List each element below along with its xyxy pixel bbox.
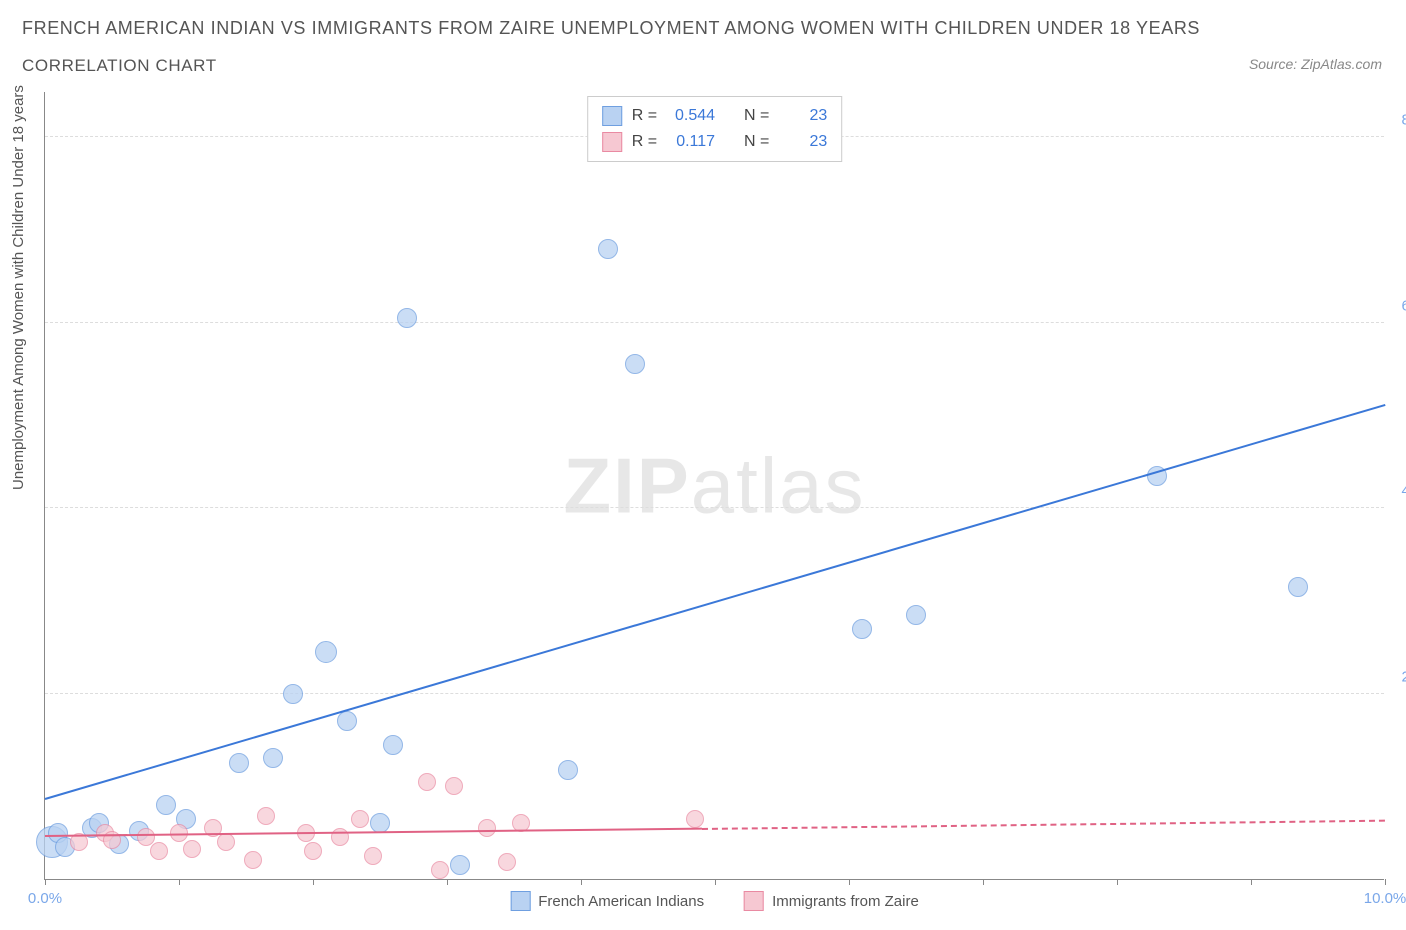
x-tick [1117,879,1118,885]
scatter-point-french [1288,577,1308,597]
source-label: Source: ZipAtlas.com [1249,56,1382,72]
legend-item: French American Indians [510,891,704,911]
legend-label: Immigrants from Zaire [772,893,919,910]
legend-label: French American Indians [538,893,704,910]
scatter-point-zaire [183,840,201,858]
y-axis-label: Unemployment Among Women with Children U… [10,85,27,490]
r-value: 0.117 [667,129,715,155]
r-label: R = [632,103,657,129]
legend-bottom: French American Indians Immigrants from Z… [510,891,919,911]
trend-line [45,404,1386,800]
scatter-point-zaire [217,833,235,851]
scatter-point-french [263,748,283,768]
r-label: R = [632,129,657,155]
gridline [45,507,1384,508]
x-tick [447,879,448,885]
r-value: 0.544 [667,103,715,129]
scatter-point-french [383,735,403,755]
scatter-point-zaire [478,819,496,837]
scatter-point-zaire [150,842,168,860]
x-tick [581,879,582,885]
legend-swatch [602,106,622,126]
legend-stats-row: R = 0.117 N = 23 [602,129,828,155]
x-tick [45,879,46,885]
legend-swatch [744,891,764,911]
scatter-point-zaire [418,773,436,791]
scatter-point-french [558,760,578,780]
legend-stats-box: R = 0.544 N = 23 R = 0.117 N = 23 [587,96,843,162]
scatter-point-french [283,684,303,704]
scatter-point-french [315,641,337,663]
x-tick [849,879,850,885]
y-tick-label: 40.0% [1401,483,1406,500]
scatter-point-zaire [686,810,704,828]
scatter-point-french [625,354,645,374]
scatter-point-zaire [244,851,262,869]
scatter-point-french [337,711,357,731]
x-tick-label: 10.0% [1364,890,1406,907]
scatter-point-french [906,605,926,625]
scatter-point-zaire [351,810,369,828]
scatter-point-french [397,308,417,328]
x-tick [313,879,314,885]
n-label: N = [744,129,769,155]
scatter-point-french [156,795,176,815]
y-tick-label: 80.0% [1401,112,1406,129]
scatter-point-french [598,239,618,259]
legend-stats-row: R = 0.544 N = 23 [602,103,828,129]
legend-swatch [602,132,622,152]
scatter-point-french [852,619,872,639]
legend-swatch [510,891,530,911]
scatter-point-french [229,753,249,773]
chart-plot-area: ZIPatlas 20.0%40.0%60.0%80.0%0.0%10.0% R… [44,92,1384,880]
n-value: 23 [779,103,827,129]
x-tick [1251,879,1252,885]
scatter-point-zaire [498,853,516,871]
n-value: 23 [779,129,827,155]
y-tick-label: 20.0% [1401,668,1406,685]
n-label: N = [744,103,769,129]
scatter-point-zaire [304,842,322,860]
trend-line [702,820,1385,830]
x-tick [179,879,180,885]
scatter-point-zaire [445,777,463,795]
scatter-point-zaire [364,847,382,865]
x-tick [983,879,984,885]
chart-subtitle: CORRELATION CHART [22,56,217,76]
scatter-point-french [450,855,470,875]
gridline [45,322,1384,323]
y-tick-label: 60.0% [1401,297,1406,314]
chart-title: FRENCH AMERICAN INDIAN VS IMMIGRANTS FRO… [22,18,1200,39]
scatter-point-zaire [431,861,449,879]
x-tick [715,879,716,885]
gridline [45,693,1384,694]
x-tick [1385,879,1386,885]
scatter-point-zaire [257,807,275,825]
x-tick-label: 0.0% [28,890,62,907]
legend-item: Immigrants from Zaire [744,891,919,911]
